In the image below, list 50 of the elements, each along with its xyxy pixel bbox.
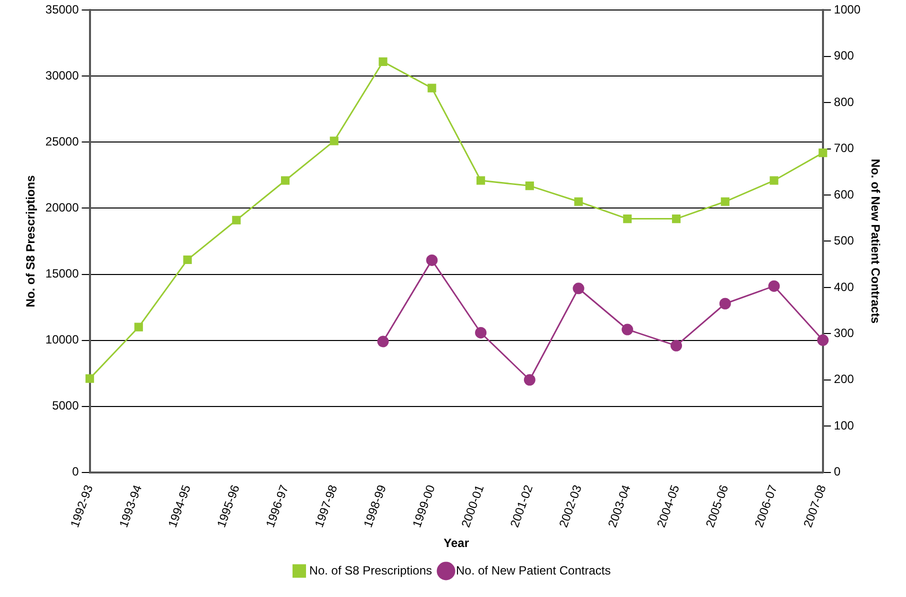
point — [768, 280, 780, 292]
point — [770, 176, 778, 185]
y-tick-label: 15000 — [45, 266, 80, 281]
point — [426, 254, 438, 266]
point — [670, 340, 682, 352]
y-axis-title: No. of S8 Prescriptions — [24, 174, 38, 308]
point — [572, 282, 584, 294]
y2-tick-label: 400 — [834, 280, 854, 294]
x-axis-title: Year — [444, 536, 470, 550]
point — [134, 322, 143, 332]
point — [232, 216, 241, 224]
y-tick-label: 35000 — [45, 2, 80, 17]
y2-axis-title: No. of New Patient Contracts — [868, 158, 882, 324]
y2-tick-label: 1000 — [834, 2, 861, 17]
point — [475, 326, 487, 338]
point — [719, 298, 731, 310]
point — [378, 57, 388, 66]
y2-tick-label: 900 — [834, 48, 854, 63]
point — [524, 374, 536, 386]
y-tick-label: 20000 — [45, 200, 80, 215]
point — [574, 197, 583, 206]
y2-tick-label: 200 — [834, 372, 854, 386]
point — [525, 182, 534, 190]
point — [85, 374, 94, 383]
legend-label: No. of S8 Prescriptions — [309, 563, 432, 578]
legend-label: No. of New Patient Contracts — [456, 563, 611, 578]
point — [623, 214, 632, 224]
point — [377, 336, 389, 348]
y2-tick-label: 0 — [834, 464, 841, 479]
y2-tick-label: 700 — [834, 141, 854, 156]
y-tick-label: 5000 — [52, 398, 80, 413]
y2-tick-label: 100 — [834, 418, 854, 432]
y-tick-label: 10000 — [45, 332, 80, 347]
y-tick-label: 0 — [72, 464, 80, 479]
point — [476, 176, 486, 185]
point — [183, 255, 192, 264]
y2-tick-label: 600 — [834, 187, 854, 202]
point — [818, 148, 828, 158]
point — [622, 324, 634, 336]
point — [330, 136, 338, 146]
point — [280, 176, 290, 185]
y-tick-label: 30000 — [45, 68, 80, 83]
y-tick-label: 25000 — [45, 134, 80, 149]
point — [720, 197, 730, 206]
point — [817, 334, 829, 346]
y2-tick-label: 800 — [834, 94, 854, 109]
point — [672, 214, 681, 224]
point — [428, 84, 436, 92]
y2-tick-label: 500 — [834, 234, 854, 248]
y2-tick-label: 300 — [834, 326, 854, 340]
